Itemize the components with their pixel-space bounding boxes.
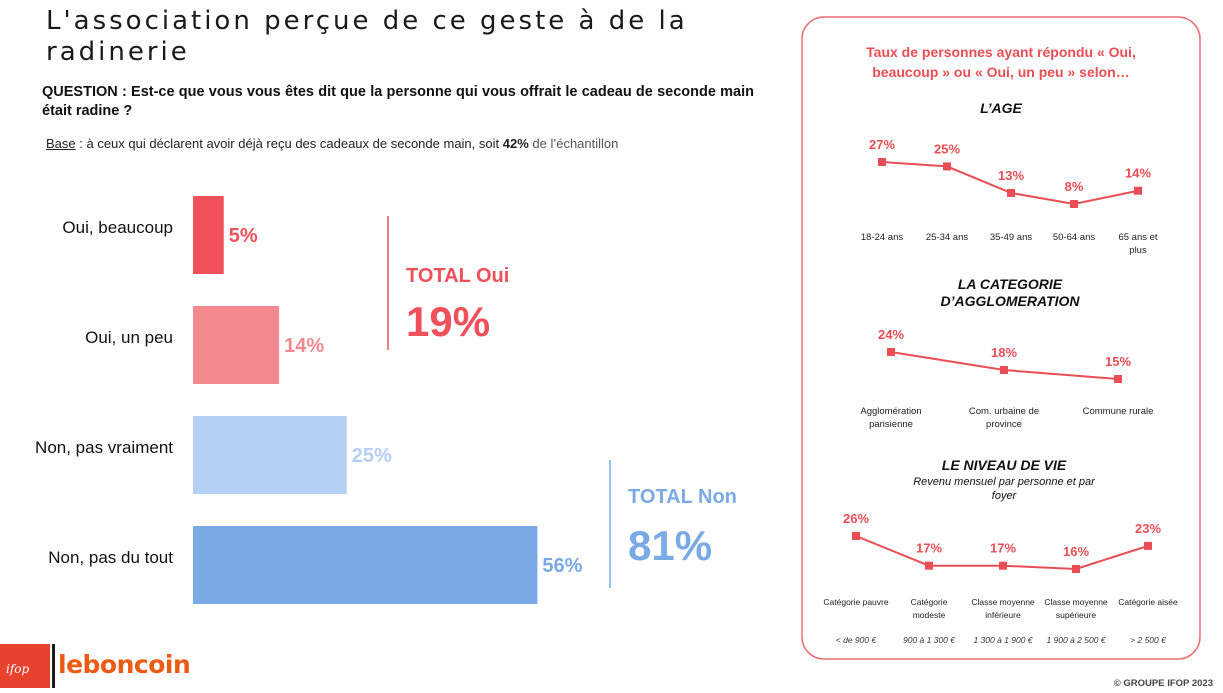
bars-group: Oui, beaucoup 5% Oui, un peu 14% Non, pas vr…: [35, 196, 583, 604]
data-label: 26%: [843, 511, 869, 526]
bar: [193, 526, 538, 604]
category-label: Catégorie aisée: [1118, 597, 1178, 607]
income-range-label: < de 900 €: [836, 635, 878, 645]
category-label: 25-34 ans: [926, 232, 969, 243]
question-text: QUESTION : Est-ce que vous vous êtes dit…: [42, 84, 754, 119]
total-yes-label: TOTAL Oui: [406, 265, 509, 287]
bar-value-label: 5%: [229, 225, 258, 247]
total-no-value: 81%: [628, 522, 712, 569]
data-point: [925, 561, 933, 570]
category-label: Commune rurale: [1083, 406, 1154, 417]
base-pct: 42%: [502, 136, 529, 151]
data-point: [1072, 565, 1080, 573]
leboncoin-logo: leboncoin: [58, 650, 191, 679]
ifop-logo: ifop: [0, 644, 50, 688]
data-label: 13%: [998, 168, 1024, 183]
data-label: 17%: [916, 541, 942, 556]
category-label: Catégorie modeste: [911, 597, 948, 620]
category-label: Com. urbaine de province: [969, 406, 1039, 430]
base-note: Base : à ceux qui déclarent avoir déjà r…: [46, 136, 618, 151]
data-point: [1000, 366, 1008, 374]
category-label: Classe moyenne supérieure: [1044, 597, 1108, 620]
income-range-label: 1 300 à 1 900 €: [973, 635, 1033, 645]
side-panel: [801, 16, 1201, 660]
bar-category-label: Oui, beaucoup: [62, 218, 173, 237]
income-subtitle-line2: foyer: [992, 490, 1018, 502]
data-label: 17%: [990, 541, 1016, 556]
data-point: [1070, 200, 1078, 208]
age-section-title: L’AGE: [980, 100, 1022, 116]
total-yes-value: 19%: [406, 298, 490, 345]
bar: [193, 196, 224, 274]
data-point: [878, 158, 886, 166]
data-label: 23%: [1135, 521, 1161, 536]
bar: [193, 416, 347, 494]
copyright: © GROUPE IFOP 2023: [1113, 678, 1213, 689]
bar-category-label: Oui, un peu: [85, 328, 173, 347]
data-point: [1007, 188, 1015, 197]
data-point: [852, 532, 860, 540]
line-charts-group: 27% 18-24 ans 25% 25-34 ans 13% 35-49 ans 8% 50…: [823, 137, 1178, 645]
category-label: 18-24 ans: [861, 232, 904, 243]
agglo-section-title-line1: LA CATEGORIE: [958, 276, 1063, 292]
base-label: Base: [46, 136, 76, 151]
data-point: [1134, 186, 1142, 195]
data-point: [999, 561, 1007, 570]
income-range-label: > 2 500 €: [1130, 635, 1167, 645]
base-text: : à ceux qui déclarent avoir déjà reçu d…: [75, 136, 503, 151]
data-label: 18%: [991, 345, 1017, 360]
data-point: [1144, 541, 1152, 550]
data-label: 16%: [1063, 544, 1089, 559]
panel-title-line2: beaucoup » ou « Oui, un peu » selon…: [872, 64, 1129, 80]
data-point: [887, 348, 895, 356]
income-range-label: 900 à 1 300 €: [903, 635, 956, 645]
data-point: [943, 162, 951, 171]
bar-value-label: 14%: [284, 335, 324, 357]
bar-value-label: 56%: [542, 555, 582, 577]
panel-title-line1: Taux de personnes ayant répondu « Oui,: [866, 44, 1136, 60]
data-label: 8%: [1065, 179, 1084, 194]
income-range-label: 1 900 à 2 500 €: [1046, 635, 1106, 645]
category-label: 65 ans et plus: [1118, 232, 1157, 256]
category-label: Catégorie pauvre: [823, 597, 888, 607]
total-no-label: TOTAL Non: [628, 486, 737, 508]
data-label: 15%: [1105, 354, 1131, 369]
base-tail: de l’échantillon: [528, 136, 619, 151]
income-subtitle-line1: Revenu mensuel par personne et par: [913, 476, 1096, 488]
income-section-title: LE NIVEAU DE VIE: [942, 457, 1067, 473]
data-label: 25%: [934, 141, 960, 156]
page-title: L'association perçue de ce geste à de la…: [46, 6, 688, 67]
bar-category-label: Non, pas vraiment: [35, 438, 173, 457]
data-label: 27%: [869, 137, 895, 152]
category-label: Agglomération parisienne: [860, 406, 921, 430]
category-label: Classe moyenne inférieure: [971, 597, 1035, 620]
agglo-section-title-line2: D’AGGLOMERATION: [941, 293, 1081, 309]
bar-value-label: 25%: [352, 445, 392, 467]
bar: [193, 306, 280, 384]
category-label: 35-49 ans: [990, 232, 1033, 243]
footer-logo: ifop leboncoin: [0, 640, 200, 690]
data-label: 14%: [1125, 166, 1151, 181]
data-label: 24%: [878, 327, 904, 342]
logo-separator: [52, 644, 55, 688]
data-point: [1114, 375, 1122, 383]
category-label: 50-64 ans: [1053, 232, 1096, 243]
bar-category-label: Non, pas du tout: [48, 548, 173, 567]
